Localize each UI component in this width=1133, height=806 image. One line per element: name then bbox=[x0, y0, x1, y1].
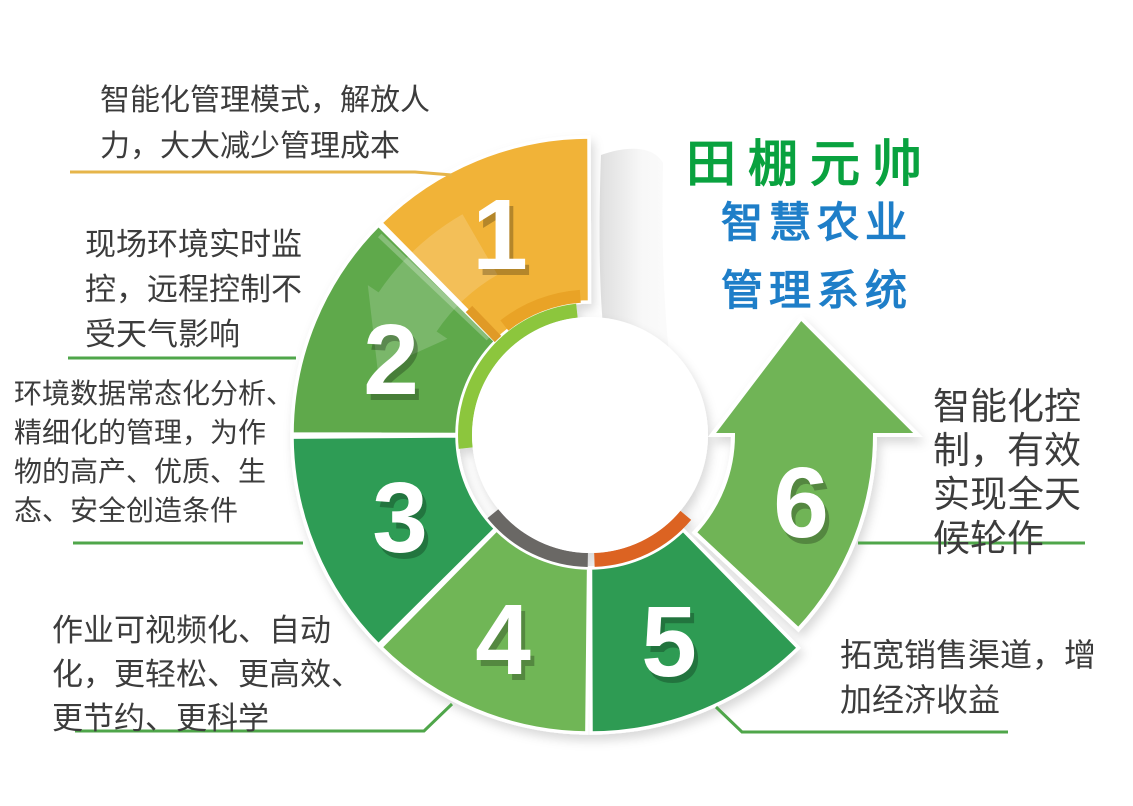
segment-number-4: 4 bbox=[479, 590, 535, 702]
segment1-orange-edge bbox=[465, 305, 502, 343]
label-line: 智能化控 bbox=[933, 386, 1081, 427]
label-segment-6: 智能化控 制，有效 实现全天 候轮作 bbox=[933, 385, 1081, 561]
label-line: 作业可视频化、自动 bbox=[52, 613, 331, 648]
label-line: 制，有效 bbox=[933, 430, 1081, 471]
segment-number-3: 3 bbox=[372, 462, 428, 574]
segment1-inner-edge bbox=[500, 289, 581, 331]
label-line: 实现全天 bbox=[933, 474, 1081, 515]
brand-title: 田棚元帅 bbox=[686, 136, 934, 192]
leader-line-4 bbox=[75, 702, 454, 733]
segment-number-6: 6 bbox=[777, 453, 833, 565]
label-line: 现场环境实时监 bbox=[85, 227, 302, 262]
rim-arc-orange bbox=[594, 510, 692, 567]
segment-number-6: 6 bbox=[773, 447, 829, 559]
segment-6-arrow bbox=[691, 314, 923, 633]
leader-line-1 bbox=[70, 170, 453, 177]
label-line: 态、安全创造条件 bbox=[14, 495, 239, 526]
segment-number-4: 4 bbox=[475, 584, 531, 696]
wheel-center-circle bbox=[472, 317, 708, 553]
label-line: 更节约、更科学 bbox=[52, 701, 269, 736]
segment-number-1: 1 bbox=[476, 185, 532, 297]
label-segment-4: 作业可视频化、自动 化，更轻松、更高效、 更节约、更科学 bbox=[52, 609, 362, 741]
label-line: 物的高产、优质、生 bbox=[14, 456, 267, 487]
label-segment-1: 智能化管理模式，解放人 力，大大减少管理成本 bbox=[100, 78, 430, 170]
cycle-arrow-watermark bbox=[367, 214, 498, 371]
segment-number-3: 3 bbox=[376, 468, 432, 580]
segment-number-1: 1 bbox=[472, 179, 528, 291]
label-segment-5: 拓宽销售渠道，增 加经济收益 bbox=[840, 633, 1096, 723]
segment-3 bbox=[290, 434, 499, 648]
segment-4 bbox=[378, 527, 591, 735]
segment-5 bbox=[588, 527, 801, 735]
label-line: 化，更轻松、更高效、 bbox=[52, 657, 362, 692]
subtitle-line-1: 智慧农业 bbox=[721, 199, 914, 246]
rim-arc-lime bbox=[458, 303, 578, 449]
label-line: 力，大大减少管理成本 bbox=[100, 130, 400, 163]
segment-number-5: 5 bbox=[641, 586, 697, 698]
label-segment-3: 环境数据常态化分析、 精细化的管理，为作 物的高产、优质、生 态、安全创造条件 bbox=[14, 374, 294, 530]
rim-arc-gray bbox=[487, 509, 589, 567]
subtitle-line-2: 管理系统 bbox=[721, 267, 914, 314]
label-line: 加经济收益 bbox=[840, 682, 1001, 718]
label-line: 受天气影响 bbox=[85, 317, 240, 352]
label-line: 智能化管理模式，解放人 bbox=[100, 84, 430, 117]
label-line: 控，远程控制不 bbox=[85, 272, 302, 307]
segment-number-5: 5 bbox=[645, 592, 701, 704]
label-line: 精细化的管理，为作 bbox=[14, 417, 267, 448]
label-line: 候轮作 bbox=[933, 518, 1044, 559]
label-segment-2: 现场环境实时监 控，远程控制不 受天气影响 bbox=[85, 222, 302, 357]
segment-number-2: 2 bbox=[363, 304, 419, 416]
segment-number-2: 2 bbox=[367, 310, 423, 422]
label-line: 拓宽销售渠道，增 bbox=[840, 637, 1097, 673]
label-line: 环境数据常态化分析、 bbox=[14, 378, 295, 409]
leader-line-6 bbox=[714, 705, 1008, 734]
